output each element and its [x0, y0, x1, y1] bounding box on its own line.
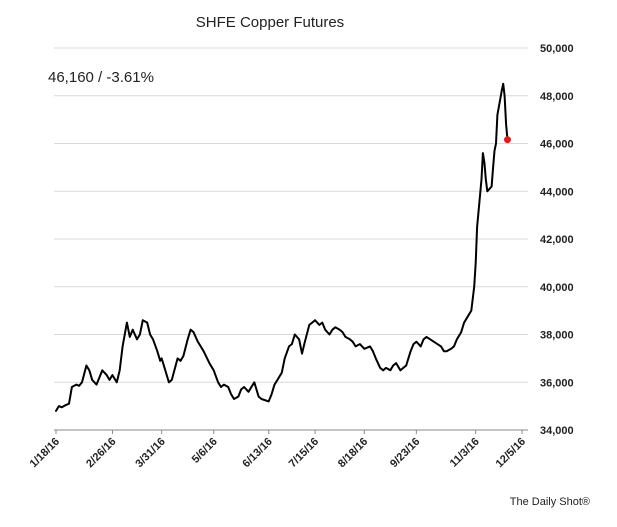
- x-tick-label: 1/18/16: [28, 436, 62, 470]
- x-tick-label: 8/18/16: [336, 436, 370, 470]
- y-tick-label: 48,000: [540, 91, 574, 103]
- axes: 34,000 36,000 38,000 40,000 42,000 44,000 46,0…: [28, 43, 574, 470]
- x-tick-label: 11/3/16: [448, 436, 482, 470]
- gridlines: [54, 47, 528, 383]
- y-tick-label: 34,000: [540, 425, 574, 437]
- x-tick-label: 5/6/16: [190, 436, 220, 466]
- y-tick-label: 42,000: [540, 234, 574, 246]
- source-label: The Daily Shot®: [510, 496, 590, 508]
- y-tick-label: 36,000: [540, 377, 574, 389]
- last-price-marker: [504, 136, 511, 144]
- x-tick-label: 3/31/16: [133, 436, 167, 470]
- y-tick-label: 46,000: [540, 139, 574, 151]
- series-layer: [55, 82, 511, 412]
- y-tick-label: 44,000: [540, 186, 574, 198]
- x-tick-label: 2/26/16: [84, 436, 118, 470]
- y-tick-label: 38,000: [540, 330, 574, 342]
- x-tick-label: 12/5/16: [494, 436, 528, 470]
- x-tick-label: 7/15/16: [287, 436, 321, 470]
- x-tick-label: 9/23/16: [388, 436, 422, 470]
- x-tick-label: 6/13/16: [240, 436, 274, 470]
- y-tick-label: 50,000: [540, 43, 574, 55]
- series-line: [55, 82, 509, 412]
- y-tick-label: 40,000: [540, 282, 574, 294]
- price-annotation: 46,160 / -3.61%: [48, 69, 154, 86]
- chart-title: SHFE Copper Futures: [196, 14, 344, 31]
